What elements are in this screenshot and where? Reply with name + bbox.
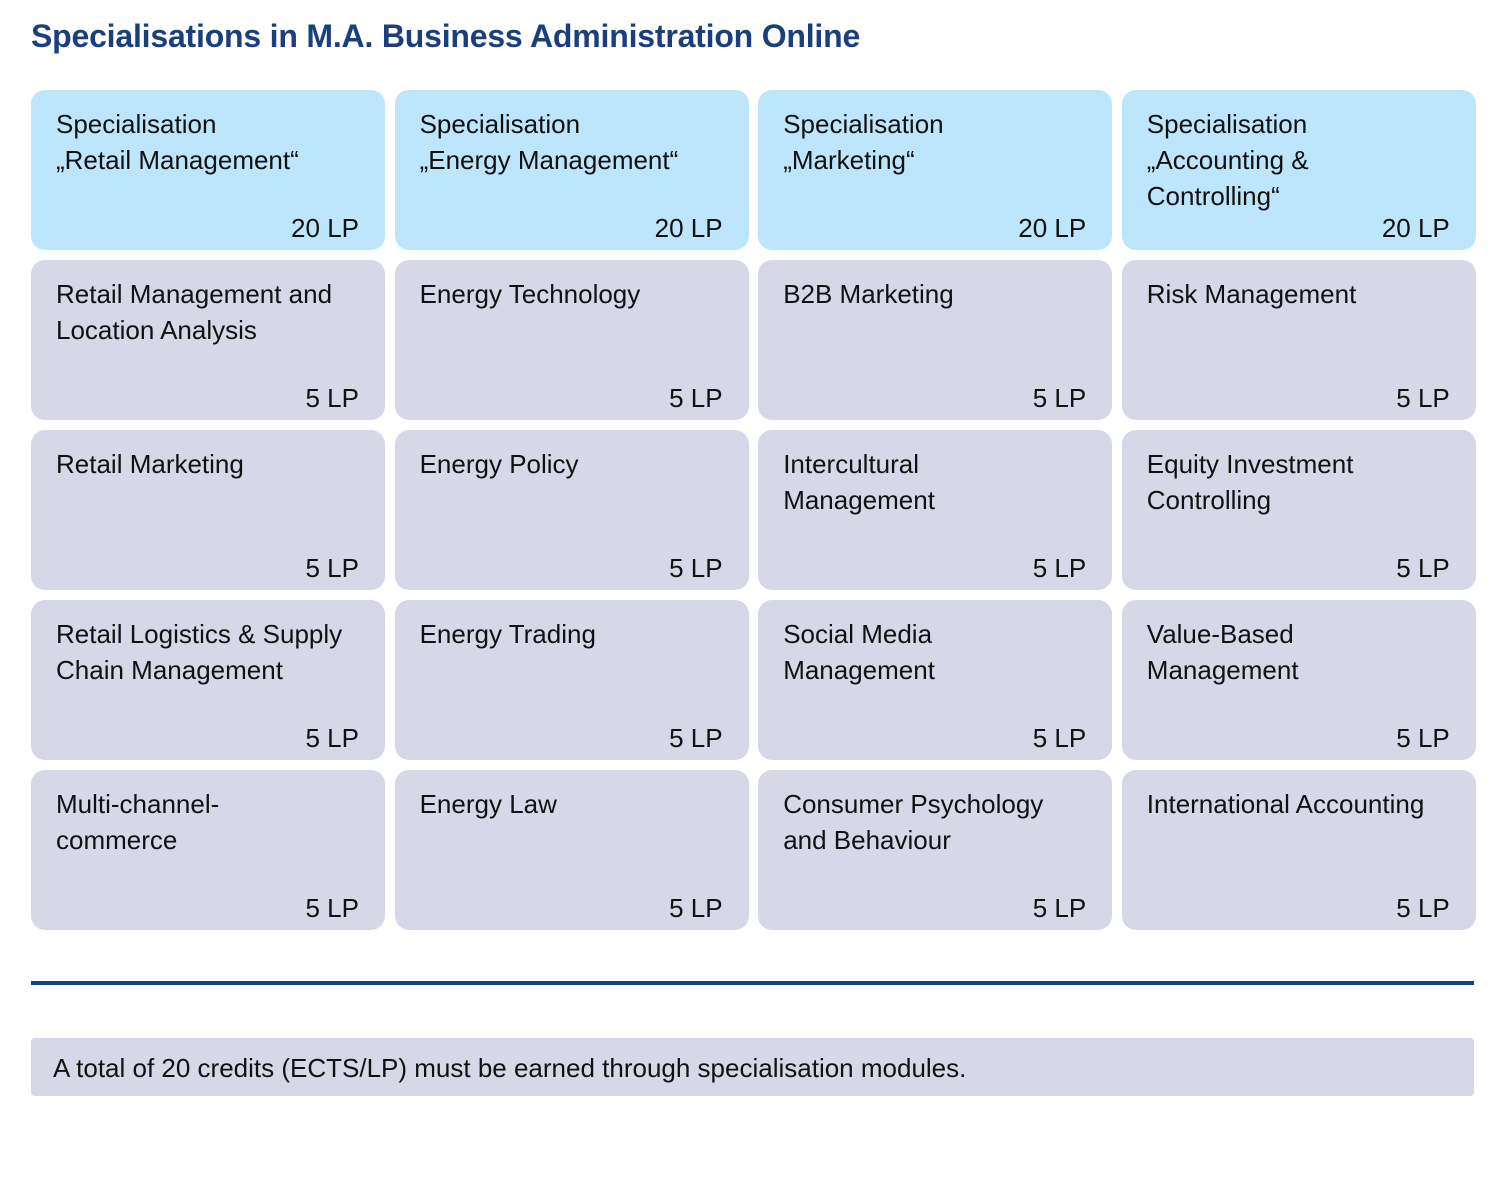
credit-points: 20 LP: [1381, 213, 1450, 243]
specialisation-header-card: Specialisation „Retail Management“ 20 LP: [31, 90, 385, 250]
module-card: Social Media Management 5 LP: [758, 600, 1113, 760]
credits-note: A total of 20 credits (ECTS/LP) must be …: [31, 1038, 1474, 1096]
module-card: Multi-channel- commerce 5 LP: [31, 770, 385, 930]
module-card: Retail Marketing 5 LP: [31, 430, 385, 590]
module-name: International Accounting: [1146, 789, 1425, 819]
credit-points: 5 LP: [1396, 723, 1450, 753]
credit-points: 5 LP: [1032, 723, 1087, 753]
module-name: Consumer Psychology and Behaviour: [783, 789, 1044, 855]
module-card: Energy Technology 5 LP: [394, 260, 749, 420]
module-name: Multi-channel- commerce: [56, 789, 220, 855]
credit-points: 5 LP: [1396, 893, 1450, 923]
module-name: Energy Policy: [419, 449, 579, 479]
credit-points: 5 LP: [1032, 553, 1087, 583]
module-name: Retail Logistics & Supply Chain Manageme…: [56, 619, 343, 685]
credit-points: 20 LP: [291, 213, 359, 243]
credit-points: 5 LP: [1032, 383, 1087, 413]
module-name: Energy Technology: [419, 279, 641, 309]
credit-points: 5 LP: [1396, 553, 1450, 583]
specialisation-header-card: Specialisation „Accounting & Controlling…: [1121, 90, 1476, 250]
credit-points: 5 LP: [305, 723, 360, 753]
credit-points: 5 LP: [669, 723, 723, 753]
module-name: Energy Trading: [419, 619, 596, 649]
specialisation-grid: Specialisation „Retail Management“ 20 LP S…: [31, 90, 1476, 930]
module-name: Value-Based Management: [1146, 619, 1299, 685]
specialisation-header-card: Specialisation „Energy Management“ 20 LP: [394, 90, 749, 250]
module-card: Equity Investment Controlling 5 LP: [1121, 430, 1476, 590]
module-card: Energy Law 5 LP: [394, 770, 749, 930]
module-card: B2B Marketing 5 LP: [758, 260, 1113, 420]
module-card: Intercultural Management 5 LP: [758, 430, 1113, 590]
module-card: Energy Trading 5 LP: [394, 600, 749, 760]
credit-points: 5 LP: [669, 553, 723, 583]
module-name: Risk Management: [1146, 279, 1357, 309]
module-card: Risk Management 5 LP: [1121, 260, 1476, 420]
module-name: B2B Marketing: [783, 279, 954, 309]
credit-points: 20 LP: [1018, 213, 1087, 243]
module-card: Retail Logistics & Supply Chain Manageme…: [31, 600, 385, 760]
credit-points: 20 LP: [654, 213, 723, 243]
module-name: Retail Management and Location Analysis: [56, 279, 333, 345]
specialisation-header-card: Specialisation „Marketing“ 20 LP: [758, 90, 1113, 250]
credit-points: 5 LP: [1032, 893, 1087, 923]
module-name: Retail Marketing: [56, 449, 244, 479]
specialisation-name: Specialisation „Marketing“: [783, 109, 944, 175]
page-title: Specialisations in M.A. Business Adminis…: [31, 18, 861, 54]
module-name: Social Media Management: [783, 619, 935, 685]
module-name: Equity Investment Controlling: [1146, 449, 1354, 515]
module-card: Consumer Psychology and Behaviour 5 LP: [758, 770, 1113, 930]
specialisation-name: Specialisation „Accounting & Controlling…: [1146, 109, 1309, 211]
module-name: Energy Law: [419, 789, 557, 819]
module-card: Energy Policy 5 LP: [394, 430, 749, 590]
specialisation-name: Specialisation „Retail Management“: [56, 109, 299, 175]
module-card: International Accounting 5 LP: [1121, 770, 1476, 930]
specialisation-name: Specialisation „Energy Management“: [419, 109, 679, 175]
credit-points: 5 LP: [669, 893, 723, 923]
credit-points: 5 LP: [305, 893, 360, 923]
credit-points: 5 LP: [305, 383, 360, 413]
divider: [31, 981, 1474, 985]
module-card: Retail Management and Location Analysis 5…: [31, 260, 385, 420]
credit-points: 5 LP: [305, 553, 360, 583]
module-name: Intercultural Management: [783, 449, 935, 515]
module-card: Value-Based Management 5 LP: [1121, 600, 1476, 760]
credit-points: 5 LP: [1396, 383, 1450, 413]
credit-points: 5 LP: [669, 383, 723, 413]
